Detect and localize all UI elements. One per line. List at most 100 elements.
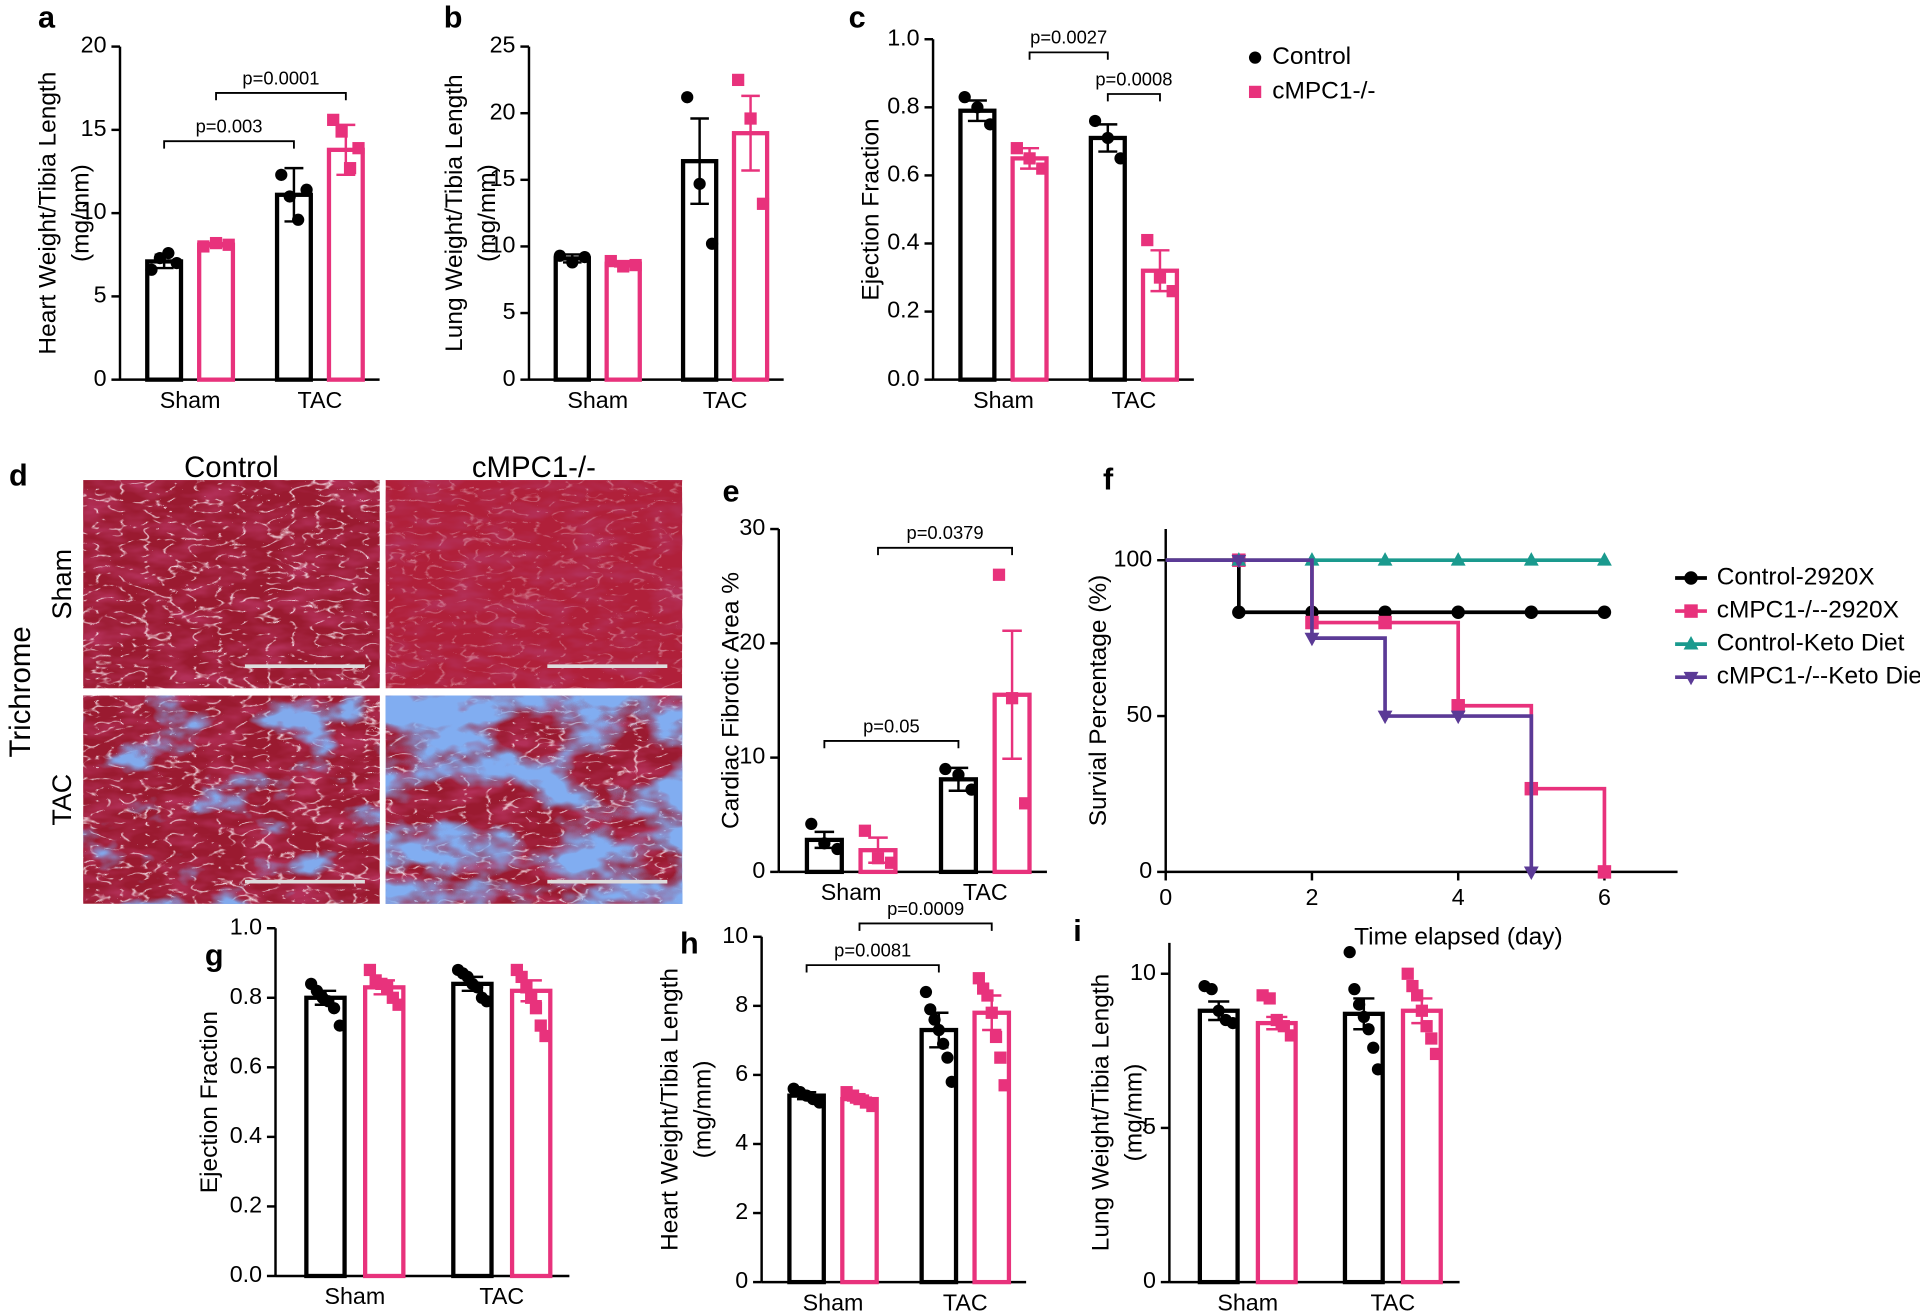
panel-letter: f <box>1103 462 1114 496</box>
data-point <box>744 112 757 125</box>
data-point <box>520 981 533 994</box>
data-point <box>681 91 694 104</box>
data-point <box>813 1096 826 1109</box>
data-point <box>871 852 885 865</box>
data-point <box>197 240 210 253</box>
p-value: p=0.05 <box>863 715 920 736</box>
data-point <box>818 837 831 850</box>
bar <box>787 1093 826 1285</box>
panel-letter: e <box>723 475 740 509</box>
data-point <box>1362 1023 1375 1036</box>
data-point <box>1277 1020 1290 1033</box>
p-value: p=0.0081 <box>834 939 911 960</box>
data-point <box>1348 983 1361 996</box>
data-point <box>1088 114 1102 128</box>
y-tick-label: 20 <box>490 98 516 124</box>
data-point <box>972 972 985 985</box>
x-tick-label: 2 <box>1305 884 1318 910</box>
y-tick-label: 0 <box>735 1267 748 1293</box>
survival-point <box>1524 605 1539 619</box>
data-point <box>998 1079 1011 1092</box>
panel-letter: b <box>444 1 463 35</box>
x-tick-label: Sham <box>803 1289 864 1314</box>
data-point <box>1415 1004 1428 1017</box>
y-axis-label: Lung Weight/Tibia Length <box>441 74 468 352</box>
error-bar <box>741 94 760 172</box>
y-tick-label: 10 <box>81 198 107 224</box>
data-point <box>534 1019 547 1032</box>
data-point <box>958 90 971 104</box>
data-point <box>1425 1032 1438 1045</box>
data-point <box>932 1023 945 1037</box>
data-point <box>335 125 348 138</box>
data-point <box>629 258 642 272</box>
y-tick-label: 0.2 <box>887 297 919 323</box>
panel-letter: i <box>1073 914 1082 948</box>
y-axis-label: (mg/mm) <box>1121 1064 1148 1162</box>
y-tick-label: 0.4 <box>230 1122 262 1148</box>
data-point <box>1371 1063 1385 1076</box>
data-point <box>994 1051 1007 1064</box>
data-point <box>1023 152 1036 165</box>
stain-label: Trichrome <box>4 626 37 757</box>
y-tick-label: 10 <box>1130 959 1156 985</box>
data-point <box>693 177 706 190</box>
y-tick-label: 100 <box>1113 545 1152 571</box>
survival-point <box>1450 710 1466 725</box>
data-point <box>566 256 579 269</box>
survival-line <box>1165 558 1605 615</box>
legend-marker <box>1684 604 1698 618</box>
data-point <box>884 856 898 869</box>
y-tick-label: 6 <box>735 1060 748 1086</box>
panel-letter: a <box>38 1 56 35</box>
significance-bracket <box>858 922 993 931</box>
data-point <box>831 842 844 856</box>
data-point <box>515 970 528 984</box>
fibrosis <box>83 695 380 904</box>
data-point <box>1429 1047 1443 1061</box>
survival-point <box>1231 554 1247 569</box>
legend-label: Control-2920X <box>1717 563 1875 590</box>
data-point <box>1263 992 1276 1005</box>
y-tick-label: 20 <box>739 628 765 654</box>
data-point <box>937 1037 950 1050</box>
y-tick-label: 5 <box>1143 1113 1156 1139</box>
data-point <box>928 1013 941 1026</box>
y-tick-label: 0.0 <box>230 1261 262 1287</box>
y-tick-label: 5 <box>503 298 516 324</box>
row-label: Sham <box>47 549 77 619</box>
data-point <box>939 762 952 776</box>
x-tick-label: TAC <box>479 1283 524 1309</box>
data-point <box>705 237 719 250</box>
x-axis-label: Time elapsed (day) <box>1354 923 1563 950</box>
data-point <box>539 1029 552 1043</box>
survival-point <box>1451 699 1465 713</box>
micrograph <box>385 695 683 904</box>
data-point <box>1166 285 1179 298</box>
data-point <box>392 998 405 1011</box>
significance-bracket <box>823 740 960 749</box>
x-tick-label: TAC <box>1370 1289 1415 1314</box>
legend-marker <box>1683 671 1699 686</box>
legend-marker <box>1248 51 1262 64</box>
y-axis-label: (mg/mm) <box>474 164 501 262</box>
bar <box>1255 1020 1298 1285</box>
x-tick-label: Sham <box>821 879 882 905</box>
column-label: Control <box>184 451 279 484</box>
legend-label: cMPC1-/--2920X <box>1717 597 1899 624</box>
significance-bracket <box>1028 51 1109 60</box>
data-point <box>1212 1004 1225 1017</box>
y-tick-label: 5 <box>94 282 107 308</box>
data-point <box>756 197 770 210</box>
legend-marker <box>1684 571 1698 585</box>
data-point <box>992 568 1006 581</box>
data-point <box>941 1051 954 1064</box>
y-tick-label: 0.6 <box>887 161 919 187</box>
x-tick-label: TAC <box>1111 387 1156 413</box>
tissue-streaks <box>385 480 683 689</box>
y-tick-label: 10 <box>722 922 748 948</box>
data-point <box>1284 1029 1298 1042</box>
data-point <box>866 1099 879 1113</box>
error-bar <box>1150 249 1170 293</box>
